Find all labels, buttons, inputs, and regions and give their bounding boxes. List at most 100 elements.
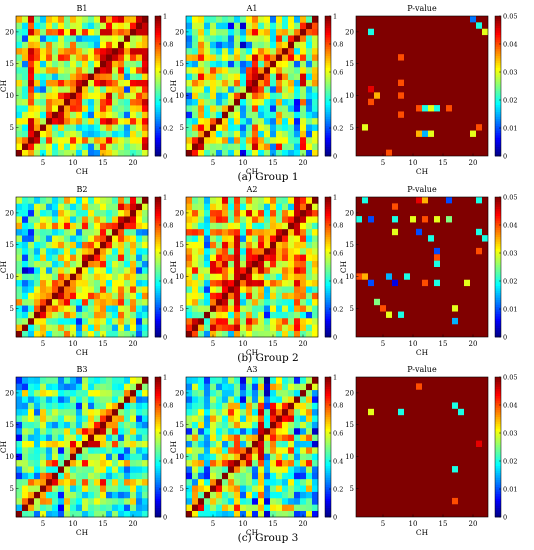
- colorbar-tick-label: 1: [163, 373, 167, 381]
- heatmap-cell: [130, 279, 137, 287]
- heatmap-cell: [142, 197, 149, 204]
- heatmap-cell: [312, 136, 319, 144]
- heatmap-cell: [192, 330, 199, 338]
- heatmap-cell: [40, 124, 47, 131]
- heatmap-cell: [34, 209, 41, 217]
- heatmap-cell: [258, 16, 265, 23]
- heatmap-cell: [186, 79, 193, 87]
- pvalue-cell: [470, 130, 476, 137]
- heatmap-cell: [22, 311, 29, 319]
- colorbar-segment: [325, 97, 331, 101]
- heatmap-cell: [40, 111, 47, 119]
- heatmap-cell: [240, 35, 247, 42]
- heatmap-cell: [294, 466, 301, 473]
- colorbar-segment: [325, 222, 331, 226]
- heatmap-cell: [306, 35, 313, 42]
- heatmap-cell: [204, 60, 211, 68]
- heatmap-cell: [124, 130, 131, 138]
- heatmap-cell: [16, 279, 23, 287]
- heatmap-cell: [252, 22, 259, 30]
- heatmap-cell: [234, 86, 241, 93]
- heatmap-cell: [118, 478, 125, 486]
- heatmap-cell: [246, 136, 253, 144]
- heatmap-cell: [270, 305, 277, 312]
- colorbar-segment: [325, 65, 331, 68]
- heatmap-cell: [64, 396, 71, 403]
- heatmap-cell: [216, 54, 223, 61]
- heatmap-cell: [228, 311, 235, 319]
- heatmap-cell: [210, 324, 217, 331]
- heatmap-cell: [136, 203, 143, 211]
- heatmap-cell: [28, 330, 35, 338]
- colorbar-segment: [495, 227, 501, 231]
- y-tick-label: 5: [180, 305, 184, 313]
- colorbar-segment: [495, 454, 501, 457]
- colorbar-segment: [155, 283, 161, 287]
- pvalue-cell: [416, 383, 422, 390]
- heatmap-cell: [88, 35, 95, 42]
- heatmap-cell: [136, 292, 143, 300]
- heatmap-cell: [210, 98, 217, 106]
- heatmap-cell: [136, 66, 143, 74]
- colorbar-frame: [324, 15, 332, 157]
- colorbar-tick-label: 0.4: [163, 277, 173, 285]
- heatmap-cell: [40, 510, 47, 518]
- colorbar-segment: [155, 222, 161, 226]
- heatmap-cell: [46, 267, 53, 274]
- heatmap-cell: [46, 292, 53, 300]
- heatmap-cell: [100, 504, 107, 511]
- heatmap-cell: [300, 267, 307, 274]
- heatmap-cell: [118, 510, 125, 518]
- heatmap-cell: [222, 241, 229, 249]
- heatmap-cell: [228, 305, 235, 312]
- heatmap-cell: [40, 447, 47, 454]
- heatmap-cell: [22, 273, 29, 281]
- heatmap-cell: [222, 317, 229, 325]
- pvalue-cell: [458, 408, 464, 416]
- heatmap-cell: [118, 504, 125, 511]
- heatmap-cell: [228, 47, 235, 55]
- y-axis-label: CH: [339, 260, 348, 273]
- colorbar-segment: [325, 130, 331, 134]
- heatmap-cell: [64, 389, 71, 397]
- heatmap-cell: [294, 459, 301, 467]
- heatmap-cell: [246, 311, 253, 319]
- heatmap-cell: [40, 254, 47, 261]
- heatmap-cell: [40, 453, 47, 461]
- heatmap-cell: [142, 396, 149, 403]
- heatmap-cell: [136, 504, 143, 511]
- heatmap-cell: [136, 124, 143, 131]
- colorbar-segment: [495, 67, 501, 71]
- heatmap-cell: [312, 491, 319, 499]
- colorbar-segment: [325, 153, 331, 157]
- heatmap-cell: [288, 79, 295, 87]
- heatmap-cell: [276, 298, 283, 306]
- heatmap-cell: [46, 124, 53, 131]
- colorbar-segment: [325, 260, 331, 263]
- heatmap-cell: [306, 235, 313, 242]
- heatmap-cell: [88, 247, 95, 255]
- colorbar-segment: [495, 58, 501, 61]
- colorbar-segment: [155, 116, 161, 120]
- heatmap-cell: [106, 491, 113, 499]
- heatmap-cell: [258, 286, 265, 293]
- heatmap-cell: [46, 396, 53, 403]
- heatmap-cell: [34, 389, 41, 397]
- heatmap-cell: [306, 504, 313, 511]
- colorbar-frame: [154, 376, 162, 518]
- x-tick-label: 15: [439, 159, 448, 167]
- heatmap-cell: [300, 216, 307, 223]
- heatmap-cell: [186, 434, 193, 441]
- heatmap-cell: [216, 267, 223, 274]
- heatmap-cell: [124, 298, 131, 306]
- heatmap-cell: [300, 389, 307, 397]
- colorbar-segment: [155, 426, 161, 429]
- heatmap-cell: [118, 402, 125, 410]
- heatmap-cell: [204, 298, 211, 306]
- heatmap-cell: [198, 292, 205, 300]
- heatmap-cell: [288, 22, 295, 30]
- heatmap-cell: [246, 228, 253, 236]
- heatmap-cell: [52, 216, 59, 223]
- heatmap-cell: [76, 421, 83, 429]
